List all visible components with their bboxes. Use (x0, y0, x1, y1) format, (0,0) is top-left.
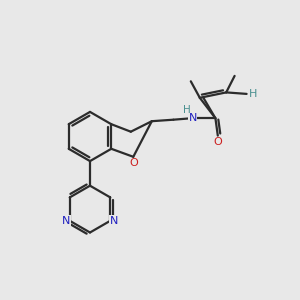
Text: N: N (188, 113, 197, 123)
Text: H: H (183, 105, 190, 115)
Text: N: N (62, 216, 70, 226)
Text: N: N (110, 216, 118, 226)
Text: O: O (129, 158, 138, 168)
Text: H: H (249, 89, 257, 99)
Text: O: O (213, 137, 222, 147)
